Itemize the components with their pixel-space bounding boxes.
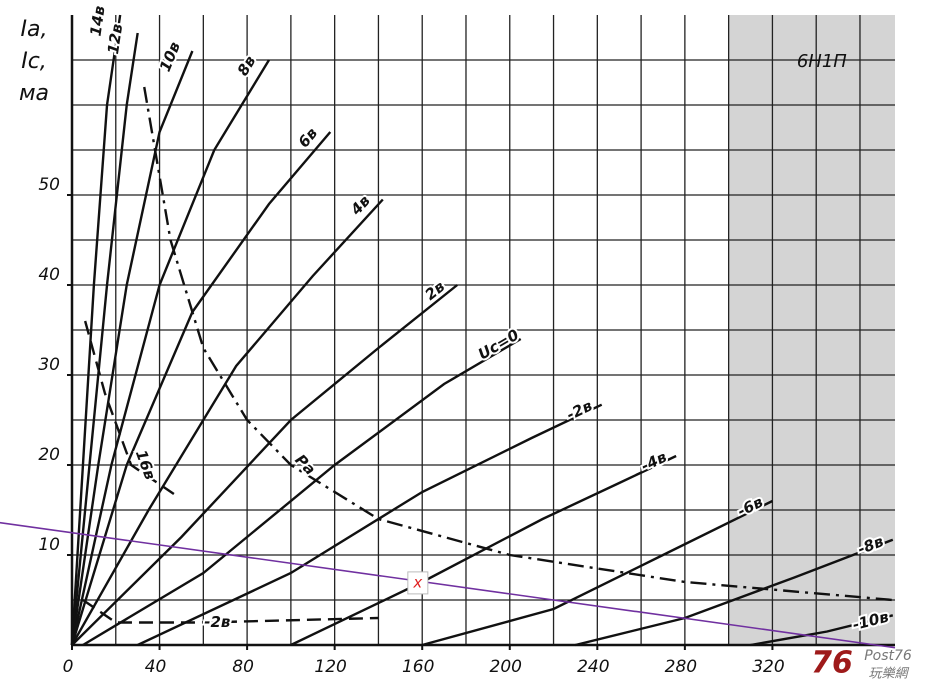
- curve: [71, 284, 458, 646]
- watermark: 76: [811, 646, 853, 681]
- marker-box: [407, 571, 429, 595]
- x-tick-label: 0: [63, 657, 74, 677]
- x-tick-label: 200: [490, 657, 522, 677]
- curve: [750, 614, 894, 647]
- marker: x: [412, 573, 422, 591]
- curve: [575, 538, 894, 647]
- y-tick-label: 10: [38, 535, 60, 555]
- x-tick-label: 120: [314, 657, 346, 677]
- curve: [290, 454, 677, 647]
- curve: [82, 599, 379, 624]
- chart-title: 6Н1П: [797, 51, 847, 72]
- x-tick-label: 80: [232, 657, 254, 677]
- curve-label: -2в: [204, 613, 230, 631]
- watermark: 玩樂網: [868, 667, 909, 682]
- y-tick-label: 30: [38, 355, 60, 375]
- curve: [70, 59, 271, 646]
- x-tick-label: 280: [665, 657, 697, 677]
- x-tick-label: 160: [402, 657, 434, 677]
- curve: [143, 86, 893, 602]
- curve: [82, 337, 522, 647]
- curve: [0, 521, 896, 649]
- y-axis-label: ма: [19, 81, 49, 106]
- y-axis-label: Iа,: [21, 17, 48, 42]
- curve: [70, 50, 194, 646]
- curve: [70, 198, 384, 646]
- curve: [421, 499, 773, 647]
- x-tick-label: 320: [752, 657, 784, 677]
- curve: [70, 32, 139, 646]
- y-tick-label: 20: [38, 445, 60, 465]
- y-tick-label: 50: [38, 175, 60, 195]
- x-tick-label: 40: [145, 657, 167, 677]
- curve-label: 14в: [87, 5, 109, 38]
- curve: [83, 320, 176, 496]
- watermark: Post76: [864, 648, 912, 664]
- y-tick-label: 40: [38, 265, 60, 285]
- x-tick-label: 240: [577, 657, 609, 677]
- curve: [70, 14, 122, 646]
- y-axis-label: Iс,: [21, 49, 47, 74]
- curve: [137, 403, 603, 647]
